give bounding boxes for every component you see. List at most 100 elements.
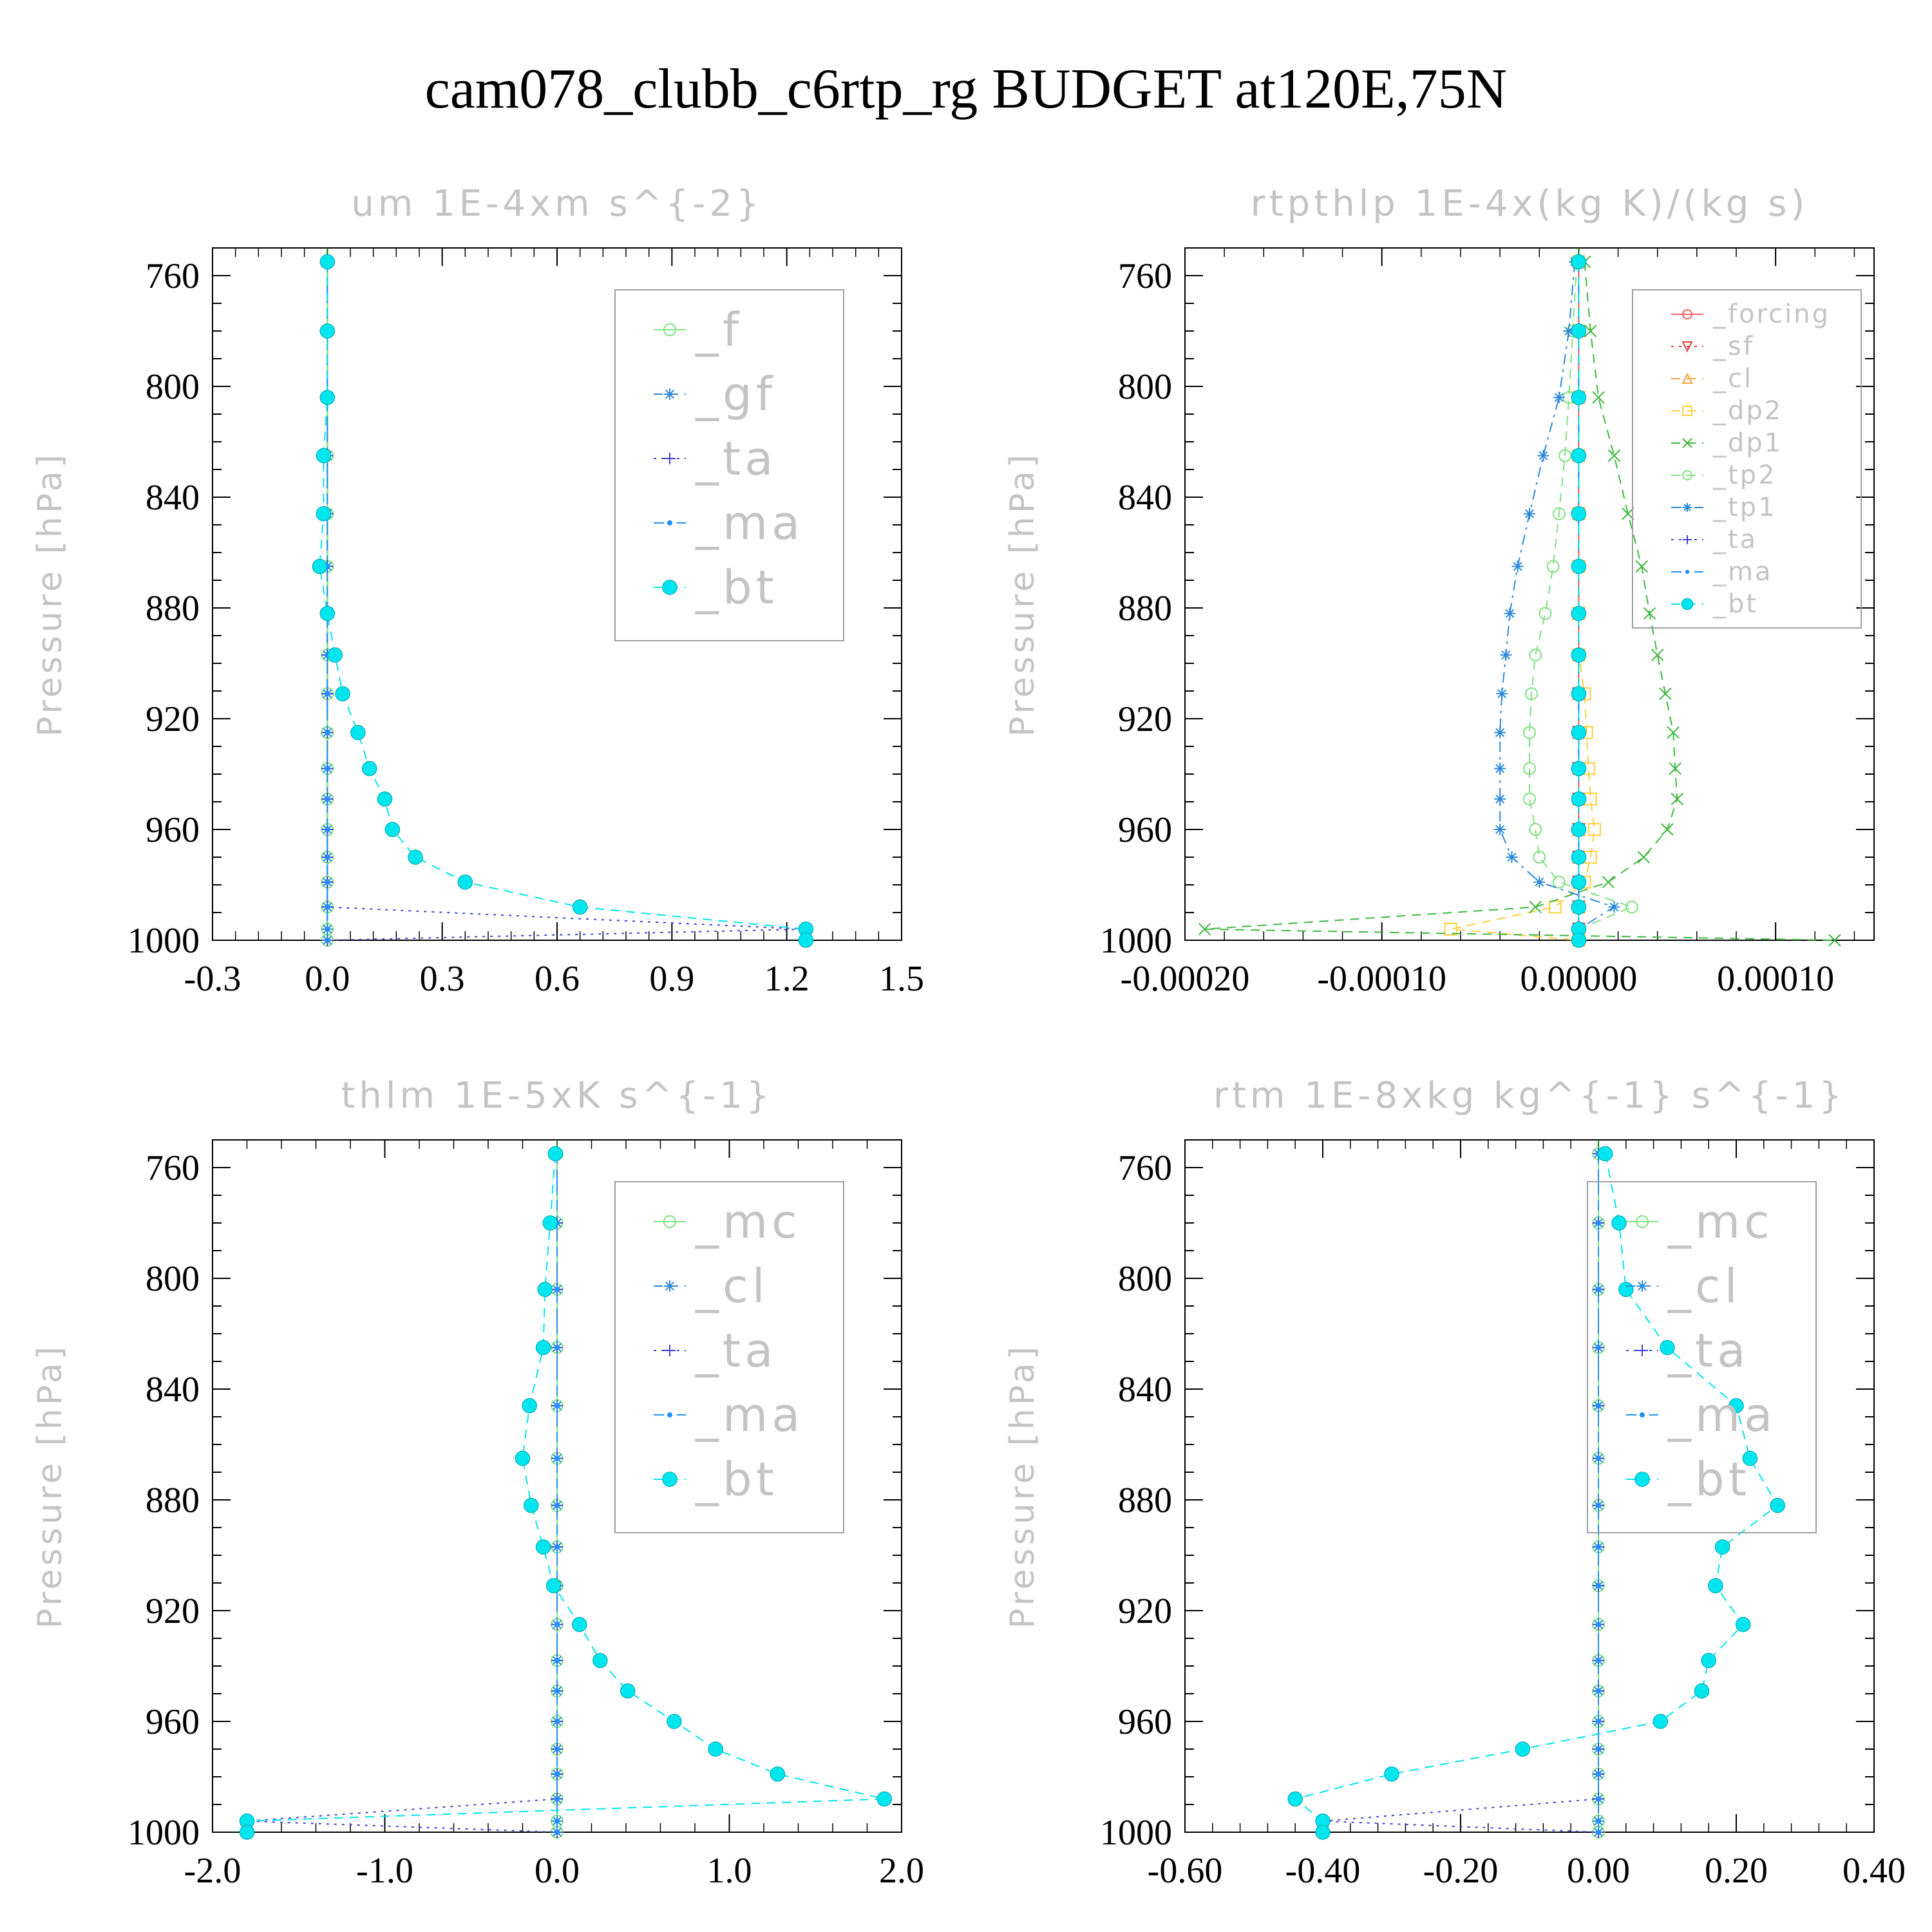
data-marker	[325, 826, 330, 833]
y-tick-label: 960	[1118, 810, 1172, 850]
data-marker	[1563, 325, 1575, 337]
data-marker	[1595, 1220, 1602, 1226]
y-tick-label: 1000	[1100, 1813, 1172, 1853]
data-marker	[319, 605, 336, 621]
data-marker	[325, 730, 330, 735]
data-marker	[876, 1791, 892, 1807]
data-marker	[1595, 1829, 1602, 1835]
chart-panel-2: 760 800 840 880 920 960 1000-0.00020 -0.00010 0.…	[1003, 183, 1875, 999]
data-marker	[1659, 687, 1672, 701]
data-marker	[1571, 761, 1587, 777]
legend-label: _bt	[1712, 589, 1758, 619]
data-marker	[1735, 1616, 1751, 1633]
data-marker	[1571, 724, 1587, 741]
data-marker	[1571, 558, 1587, 574]
y-axis-title: Pressure [hPa]	[1003, 451, 1042, 737]
legend-label: _dp2	[1712, 396, 1783, 426]
y-tick-label: 800	[1118, 1259, 1172, 1299]
data-marker	[1595, 1746, 1602, 1752]
legend-box	[614, 289, 844, 641]
data-marker	[312, 558, 328, 574]
data-marker	[1592, 391, 1605, 404]
data-marker	[1595, 1688, 1602, 1694]
series-ta	[1317, 1148, 1604, 1838]
data-marker	[1537, 450, 1549, 462]
x-tick-label: -0.60	[1148, 1851, 1223, 1891]
data-marker	[542, 1215, 558, 1231]
legend-item: _dp1	[1671, 428, 1783, 458]
data-marker	[554, 1403, 560, 1408]
legend-item: _bt	[654, 1452, 778, 1506]
data-marker	[1643, 607, 1656, 620]
series-line	[319, 261, 807, 940]
data-marker	[361, 761, 377, 777]
x-tick-label: -0.00020	[1121, 959, 1250, 999]
data-marker	[1494, 762, 1506, 775]
legend-label: _sf	[1712, 332, 1754, 361]
data-marker	[239, 1824, 255, 1840]
data-marker	[1742, 1450, 1758, 1466]
data-marker	[1571, 686, 1587, 702]
data-marker	[1571, 390, 1587, 405]
plot-frame	[212, 247, 902, 941]
data-marker	[1571, 506, 1587, 522]
legend-box	[614, 1181, 844, 1533]
x-tick-label: -0.3	[184, 959, 242, 999]
x-tick-label: 0.9	[649, 959, 694, 999]
series-tp1	[1494, 256, 1620, 946]
legend-label: _bt	[1667, 1452, 1750, 1506]
data-marker	[554, 1688, 560, 1694]
data-marker	[522, 1398, 537, 1414]
legend-item: _sf	[1671, 332, 1754, 361]
data-marker	[1595, 1796, 1602, 1802]
legend-label: _ma	[695, 496, 804, 550]
series-line	[1529, 261, 1634, 940]
data-marker	[1637, 851, 1651, 864]
legend-item: _gf	[654, 367, 772, 421]
panel-title: rtpthlp 1E-4x(kg K)/(kg s)	[1251, 183, 1809, 225]
data-marker	[1529, 900, 1542, 914]
data-marker	[1384, 1766, 1399, 1782]
x-tick-label: -1.0	[356, 1851, 413, 1891]
chart-panel-1: 760 800 840 880 920 960 1000-0.3 0.0 0.3 0.6 0.9 1.…	[31, 183, 924, 999]
data-marker	[1828, 934, 1841, 947]
data-marker	[1636, 1345, 1648, 1356]
data-marker	[537, 1282, 553, 1297]
y-tick-label: 1000	[128, 1813, 200, 1853]
y-tick-label: 760	[146, 1148, 200, 1188]
legend-item: _mc	[654, 1195, 797, 1249]
data-marker	[1511, 560, 1524, 573]
data-marker	[1523, 726, 1536, 739]
y-tick-label: 800	[146, 367, 200, 407]
data-marker	[325, 879, 330, 885]
data-marker	[316, 506, 332, 522]
data-marker	[664, 388, 676, 400]
series-bt	[1287, 1146, 1785, 1840]
legend-label: _tp2	[1712, 460, 1777, 490]
data-marker	[572, 899, 588, 915]
data-marker	[1669, 762, 1681, 775]
y-tick-label: 880	[146, 589, 200, 629]
legend-label: _dp1	[1712, 428, 1783, 458]
data-marker	[662, 1472, 677, 1487]
series-ma	[1595, 1151, 1602, 1835]
x-tick-label: 0.3	[420, 959, 465, 999]
data-marker	[335, 686, 350, 702]
data-marker	[1553, 392, 1565, 404]
data-marker	[1595, 1771, 1602, 1777]
legend-item: _bt	[654, 560, 774, 614]
legend-label: _bt	[695, 1452, 778, 1506]
data-marker	[327, 647, 343, 663]
y-tick-label: 960	[146, 1702, 200, 1742]
data-marker	[663, 323, 676, 336]
x-tick-label: 0.00010	[1717, 959, 1834, 999]
x-tick-label: 1.5	[879, 959, 924, 999]
y-tick-label: 760	[146, 256, 200, 296]
x-tick-label: -0.00010	[1317, 959, 1446, 999]
y-tick-label: 920	[146, 699, 200, 739]
legend-item: _forcing	[1671, 299, 1828, 329]
data-marker	[572, 1616, 587, 1633]
data-marker	[1595, 1403, 1602, 1408]
y-tick-label: 1000	[128, 921, 200, 961]
